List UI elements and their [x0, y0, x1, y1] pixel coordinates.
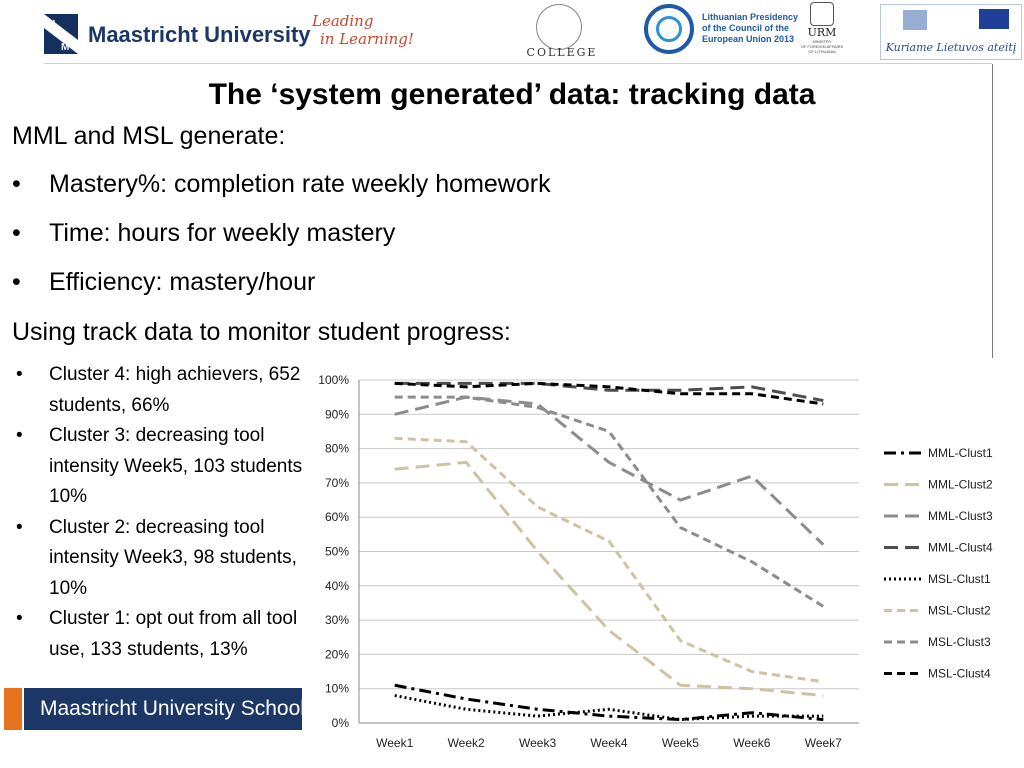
- y-tick-label: 10%: [325, 682, 349, 696]
- bullet-cluster-1: Cluster 1: opt out from all tool use, 13…: [16, 604, 309, 665]
- y-tick-label: 0%: [332, 716, 350, 730]
- y-tick-label: 60%: [325, 510, 349, 524]
- x-tick-label: Week6: [733, 736, 770, 750]
- x-tick-label: Week1: [376, 736, 413, 750]
- eu-motto: Kuriame Lietuvos ateitį: [885, 41, 1017, 54]
- lithuanian-presidency-text: Lithuanian Presidency of the Council of …: [702, 12, 798, 45]
- vbc-college-label: COLLEGE: [526, 46, 598, 59]
- lithuanian-presidency-logo-icon: [644, 4, 694, 54]
- vbc-seal-icon: [536, 4, 582, 50]
- university-name: Maastricht University: [88, 22, 311, 47]
- header-divider: [44, 63, 992, 64]
- mastery-line-chart: 0% 10% 20% 30% 40% 50% 60% 70% 80% 90% 100% Week1 We…: [302, 360, 1024, 768]
- x-tick-label: Week3: [519, 736, 556, 750]
- intro-text: MML and MSL generate:: [12, 122, 286, 150]
- y-tick-label: 100%: [318, 373, 349, 387]
- series-line-mml-clust3: [394, 395, 825, 546]
- series-line-msl-clust3: [394, 395, 825, 608]
- legend-label-msl-clust1: MSL-Clust1: [928, 572, 991, 586]
- monitor-text: Using track data to monitor student prog…: [12, 318, 511, 346]
- x-tick-label: Week4: [590, 736, 627, 750]
- cluster-bullet-list: Cluster 4: high achievers, 652 students,…: [16, 360, 309, 665]
- x-tick-label: Week5: [662, 736, 699, 750]
- slogan-line1: Leading: [312, 12, 374, 30]
- y-tick-label: 20%: [325, 647, 349, 661]
- legend-label-msl-clust3: MSL-Clust3: [928, 635, 991, 649]
- series-line-mml-clust1: [394, 683, 824, 722]
- series-line-mml-clust4: [394, 381, 824, 403]
- bullet-efficiency: Efficiency: mastery/hour: [12, 268, 551, 317]
- legend-label-msl-clust4: MSL-Clust4: [928, 667, 991, 681]
- bullet-time: Time: hours for weekly mastery: [12, 219, 551, 268]
- y-tick-label: 50%: [325, 545, 349, 559]
- y-tick-label: 90%: [325, 407, 349, 421]
- y-tick-label: 30%: [325, 613, 349, 627]
- eu-funds-logo: Kuriame Lietuvos ateitį: [880, 4, 1022, 60]
- legend-label-mml-clust1: MML-Clust1: [928, 446, 993, 460]
- bullet-cluster-2: Cluster 2: decreasing tool intensity Wee…: [16, 513, 309, 605]
- svg-text:U: U: [48, 19, 55, 30]
- vilnius-business-college-logo: COLLEGE: [520, 2, 604, 60]
- bullet-cluster-3: Cluster 3: decreasing tool intensity Wee…: [16, 421, 309, 513]
- bullet-cluster-4: Cluster 4: high achievers, 652 students,…: [16, 360, 309, 421]
- series-line-msl-clust1: [394, 694, 824, 722]
- urm-sub-line2: OF FOREIGN AFFAIRS: [800, 44, 844, 49]
- urm-sub-line3: OF LITHUANIA: [808, 49, 836, 54]
- urm-sub: MINISTRY OF FOREIGN AFFAIRS OF LITHUANIA: [796, 39, 848, 54]
- maastricht-logo-icon: U M: [44, 14, 78, 54]
- slogan-line2: in Learning!: [320, 30, 414, 48]
- legend-label-mml-clust2: MML-Clust2: [928, 478, 993, 492]
- svg-text:M: M: [61, 42, 69, 53]
- lt-presidency-line1: Lithuanian Presidency: [702, 12, 799, 22]
- right-divider: [992, 64, 993, 358]
- eu-flag-icon: [979, 9, 1009, 29]
- x-tick-label: Week7: [805, 736, 842, 750]
- legend-label-mml-clust3: MML-Clust3: [928, 509, 993, 523]
- y-tick-label: 80%: [325, 442, 349, 456]
- footer-text: Maastricht University School of Business…: [40, 697, 302, 720]
- metric-bullet-list: Mastery%: completion rate weekly homewor…: [12, 170, 551, 317]
- logo-header: U M Maastricht University Leading in Lea…: [0, 0, 1024, 64]
- footer-bar: Maastricht University School of Business…: [24, 688, 302, 730]
- lt-presidency-line2: of the Council of the: [702, 23, 789, 33]
- chart-svg: 0% 10% 20% 30% 40% 50% 60% 70% 80% 90% 100% Week1 We…: [318, 373, 993, 750]
- series-line-mml-clust2: [394, 460, 824, 698]
- urm-name: URM: [807, 26, 837, 39]
- urm-crest-icon: [810, 2, 834, 26]
- lithuania-map-icon: [903, 10, 927, 30]
- x-tick-label: Week2: [448, 736, 485, 750]
- series-line-msl-clust2: [394, 436, 824, 684]
- slide-title: The ‘system generated’ data: tracking da…: [208, 78, 816, 111]
- legend-label-msl-clust2: MSL-Clust2: [928, 604, 991, 618]
- y-tick-label: 70%: [325, 476, 349, 490]
- urm-logo: URM MINISTRY OF FOREIGN AFFAIRS OF LITHU…: [796, 2, 848, 60]
- series-line-msl-clust4: [394, 381, 824, 406]
- lt-presidency-line3: European Union 2013: [702, 34, 795, 44]
- slogan: Leading in Learning!: [312, 12, 414, 48]
- footer-accent: [4, 688, 22, 730]
- y-tick-label: 40%: [325, 579, 349, 593]
- bullet-mastery: Mastery%: completion rate weekly homewor…: [12, 170, 551, 219]
- legend-label-mml-clust4: MML-Clust4: [928, 541, 993, 555]
- urm-sub-line1: MINISTRY: [812, 39, 832, 44]
